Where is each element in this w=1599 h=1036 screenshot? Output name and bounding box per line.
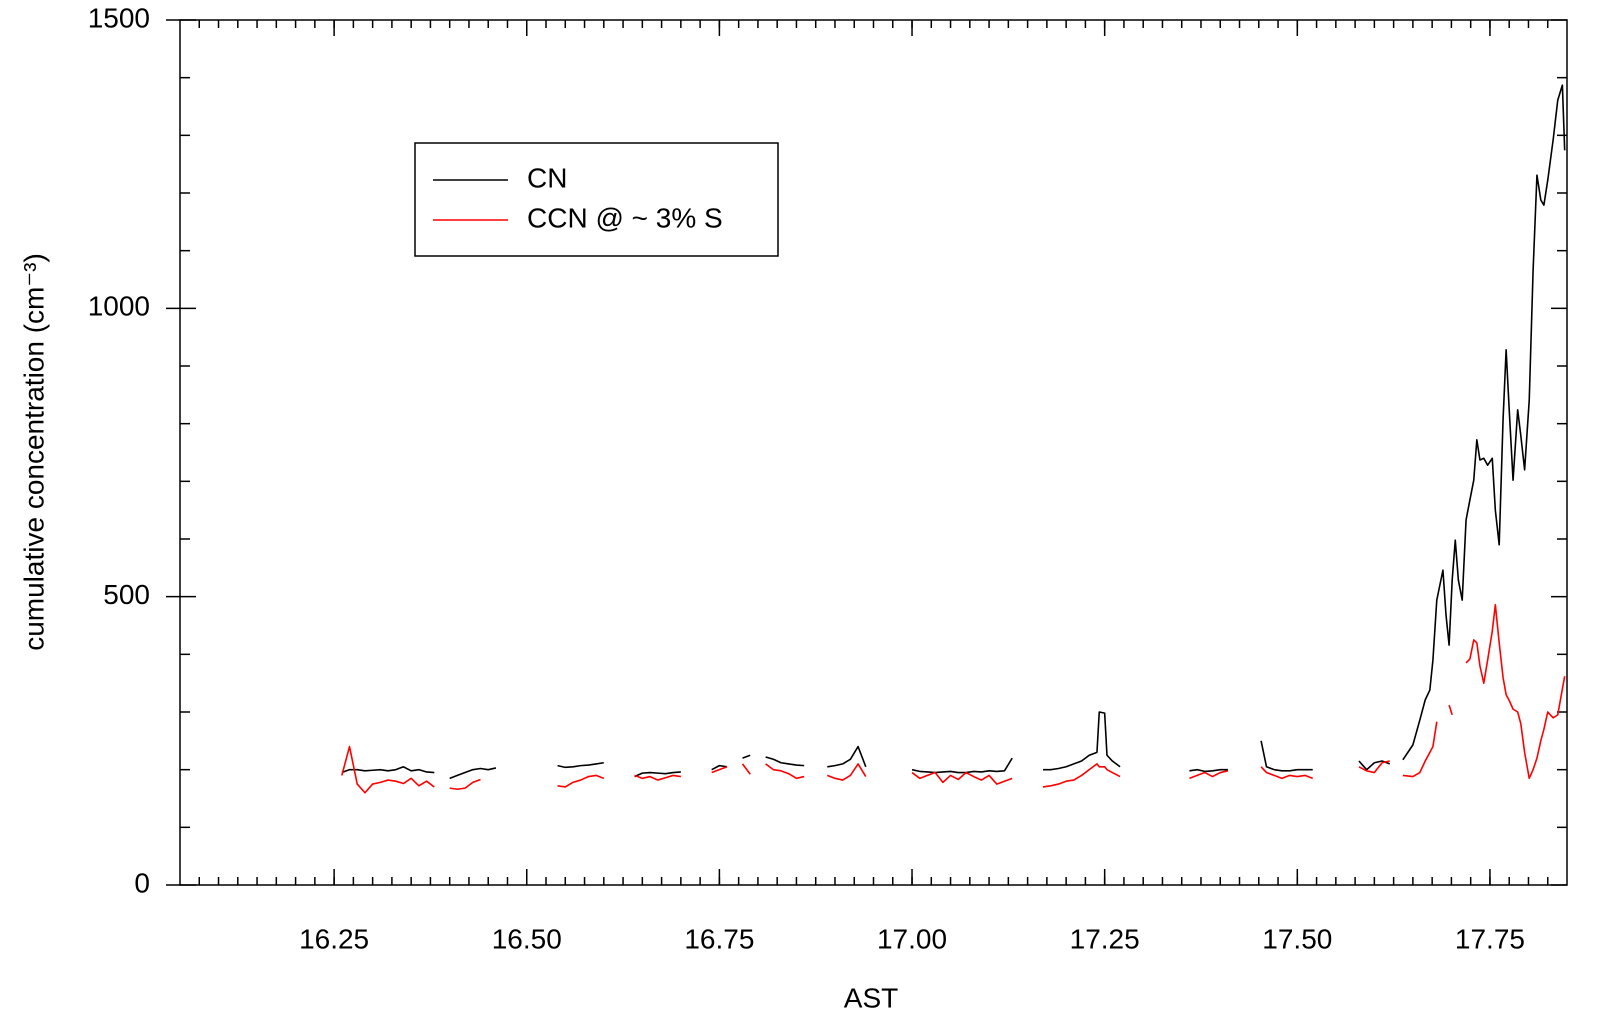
x-tick-label: 16.25 (299, 923, 369, 954)
x-axis-label: AST (844, 982, 898, 1013)
x-tick-label: 16.50 (492, 923, 562, 954)
plot-frame (179, 19, 1568, 886)
x-tick-label: 17.75 (1455, 923, 1525, 954)
x-tick-label: 17.00 (877, 923, 947, 954)
x-tick-label: 16.75 (684, 923, 754, 954)
x-tick-label: 17.25 (1070, 923, 1140, 954)
data-line (341, 84, 1566, 780)
x-tick-label: 17.50 (1262, 923, 1332, 954)
y-tick-label: 0 (134, 867, 150, 898)
data-line (341, 603, 1566, 794)
y-tick-label: 1000 (88, 291, 150, 322)
y-tick-label: 1500 (88, 2, 150, 33)
legend-box (414, 142, 779, 257)
legend-label: CN (527, 162, 567, 193)
y-tick-label: 500 (103, 579, 150, 610)
legend-label: CCN @ ~ 3% S (527, 202, 723, 233)
y-axis-label: cumulative concentration (cm⁻³) (18, 253, 49, 651)
